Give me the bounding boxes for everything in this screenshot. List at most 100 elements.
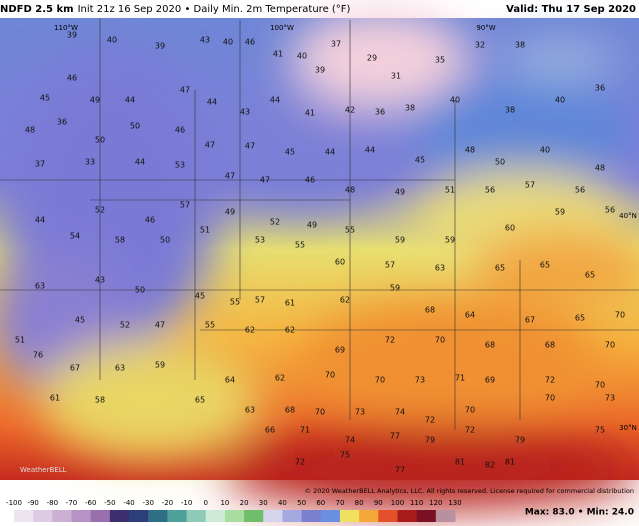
station-value: 67 <box>525 316 535 325</box>
station-value: 57 <box>385 261 395 270</box>
station-value: 52 <box>95 206 105 215</box>
station-value: 29 <box>367 54 377 63</box>
station-value: 48 <box>345 186 355 195</box>
station-value: 49 <box>90 96 100 105</box>
station-value: 52 <box>270 218 280 227</box>
colorbar-segment <box>301 510 322 522</box>
station-value: 56 <box>485 186 495 195</box>
station-value: 47 <box>180 86 190 95</box>
station-value: 79 <box>425 436 435 445</box>
station-value: 43 <box>95 276 105 285</box>
station-value: 41 <box>273 50 283 59</box>
station-value: 35 <box>435 56 445 65</box>
valid-time: Valid: Thu 17 Sep 2020 <box>506 4 636 15</box>
station-value: 44 <box>125 96 135 105</box>
station-value: 55 <box>345 226 355 235</box>
station-value: 48 <box>25 126 35 135</box>
station-value: 59 <box>395 236 405 245</box>
station-value: 69 <box>485 376 495 385</box>
colorbar-label: 60 <box>316 499 325 507</box>
colorbar-segment <box>33 510 53 522</box>
station-value: 68 <box>285 406 295 415</box>
station-value: 31 <box>391 72 401 81</box>
station-value: 49 <box>225 208 235 217</box>
station-value: 70 <box>375 376 385 385</box>
station-value: 36 <box>57 118 67 127</box>
station-value: 57 <box>180 201 190 210</box>
state-borders <box>0 18 639 430</box>
station-value: 73 <box>415 376 425 385</box>
colorbar-segment <box>224 510 245 522</box>
station-value: 41 <box>305 109 315 118</box>
colorbar-segment <box>397 510 418 522</box>
station-value: 43 <box>200 36 210 45</box>
station-value: 70 <box>595 381 605 390</box>
grid-label: 30°N <box>619 424 637 432</box>
station-value: 68 <box>425 306 435 315</box>
colorbar-segment <box>71 510 92 522</box>
station-value: 40 <box>540 146 550 155</box>
station-value: 36 <box>375 108 385 117</box>
colorbar-label: 10 <box>220 499 229 507</box>
station-value: 45 <box>415 156 425 165</box>
station-value: 38 <box>405 104 415 113</box>
station-value: 70 <box>325 371 335 380</box>
station-value: 45 <box>40 94 50 103</box>
station-value: 58 <box>115 236 125 245</box>
station-value: 38 <box>515 41 525 50</box>
station-value: 70 <box>615 311 625 320</box>
station-value: 74 <box>395 408 405 417</box>
station-value: 47 <box>260 176 270 185</box>
colorbar-segment <box>186 510 207 522</box>
station-value: 71 <box>300 426 310 435</box>
station-value: 65 <box>585 271 595 280</box>
station-value: 39 <box>315 66 325 75</box>
station-value: 51 <box>200 226 210 235</box>
colorbar-label: -70 <box>66 499 77 507</box>
station-value: 32 <box>475 41 485 50</box>
model: NDFD 2.5 km <box>0 4 74 15</box>
station-value: 79 <box>515 436 525 445</box>
station-value: 47 <box>205 141 215 150</box>
station-value: 50 <box>160 236 170 245</box>
station-value: 72 <box>465 426 475 435</box>
station-value: 51 <box>445 186 455 195</box>
colorbar-label: -30 <box>142 499 153 507</box>
station-value: 70 <box>545 394 555 403</box>
colorbar-segment <box>205 510 226 522</box>
station-value: 38 <box>505 106 515 115</box>
station-value: 33 <box>85 158 95 167</box>
station-value: 71 <box>455 374 465 383</box>
colorbar-segment <box>282 510 303 522</box>
colorbar-label: 30 <box>259 499 268 507</box>
logo: WeatherBELL <box>20 466 67 474</box>
station-value: 55 <box>230 298 240 307</box>
station-value: 36 <box>595 84 605 93</box>
station-value: 65 <box>495 264 505 273</box>
station-value: 57 <box>255 296 265 305</box>
station-value: 81 <box>455 458 465 467</box>
station-value: 72 <box>425 416 435 425</box>
station-value: 50 <box>135 286 145 295</box>
station-value: 70 <box>605 341 615 350</box>
colorbar-label: -20 <box>162 499 173 507</box>
station-value: 59 <box>555 208 565 217</box>
colorbar-segment <box>109 510 130 522</box>
colorbar-label: 70 <box>335 499 344 507</box>
station-value: 47 <box>245 142 255 151</box>
copyright: © 2020 WeatherBELL Analytics, LLC. All r… <box>305 487 634 495</box>
station-value: 47 <box>155 321 165 330</box>
station-value: 50 <box>495 158 505 167</box>
station-value: 64 <box>465 311 475 320</box>
station-value: 46 <box>245 38 255 47</box>
station-value: 45 <box>195 292 205 301</box>
station-value: 45 <box>285 148 295 157</box>
colorbar-segment <box>359 510 379 522</box>
station-value: 60 <box>505 224 515 233</box>
station-value: 59 <box>445 236 455 245</box>
station-value: 70 <box>315 408 325 417</box>
colorbar-segment <box>435 510 456 522</box>
colorbar-segment <box>148 510 168 522</box>
